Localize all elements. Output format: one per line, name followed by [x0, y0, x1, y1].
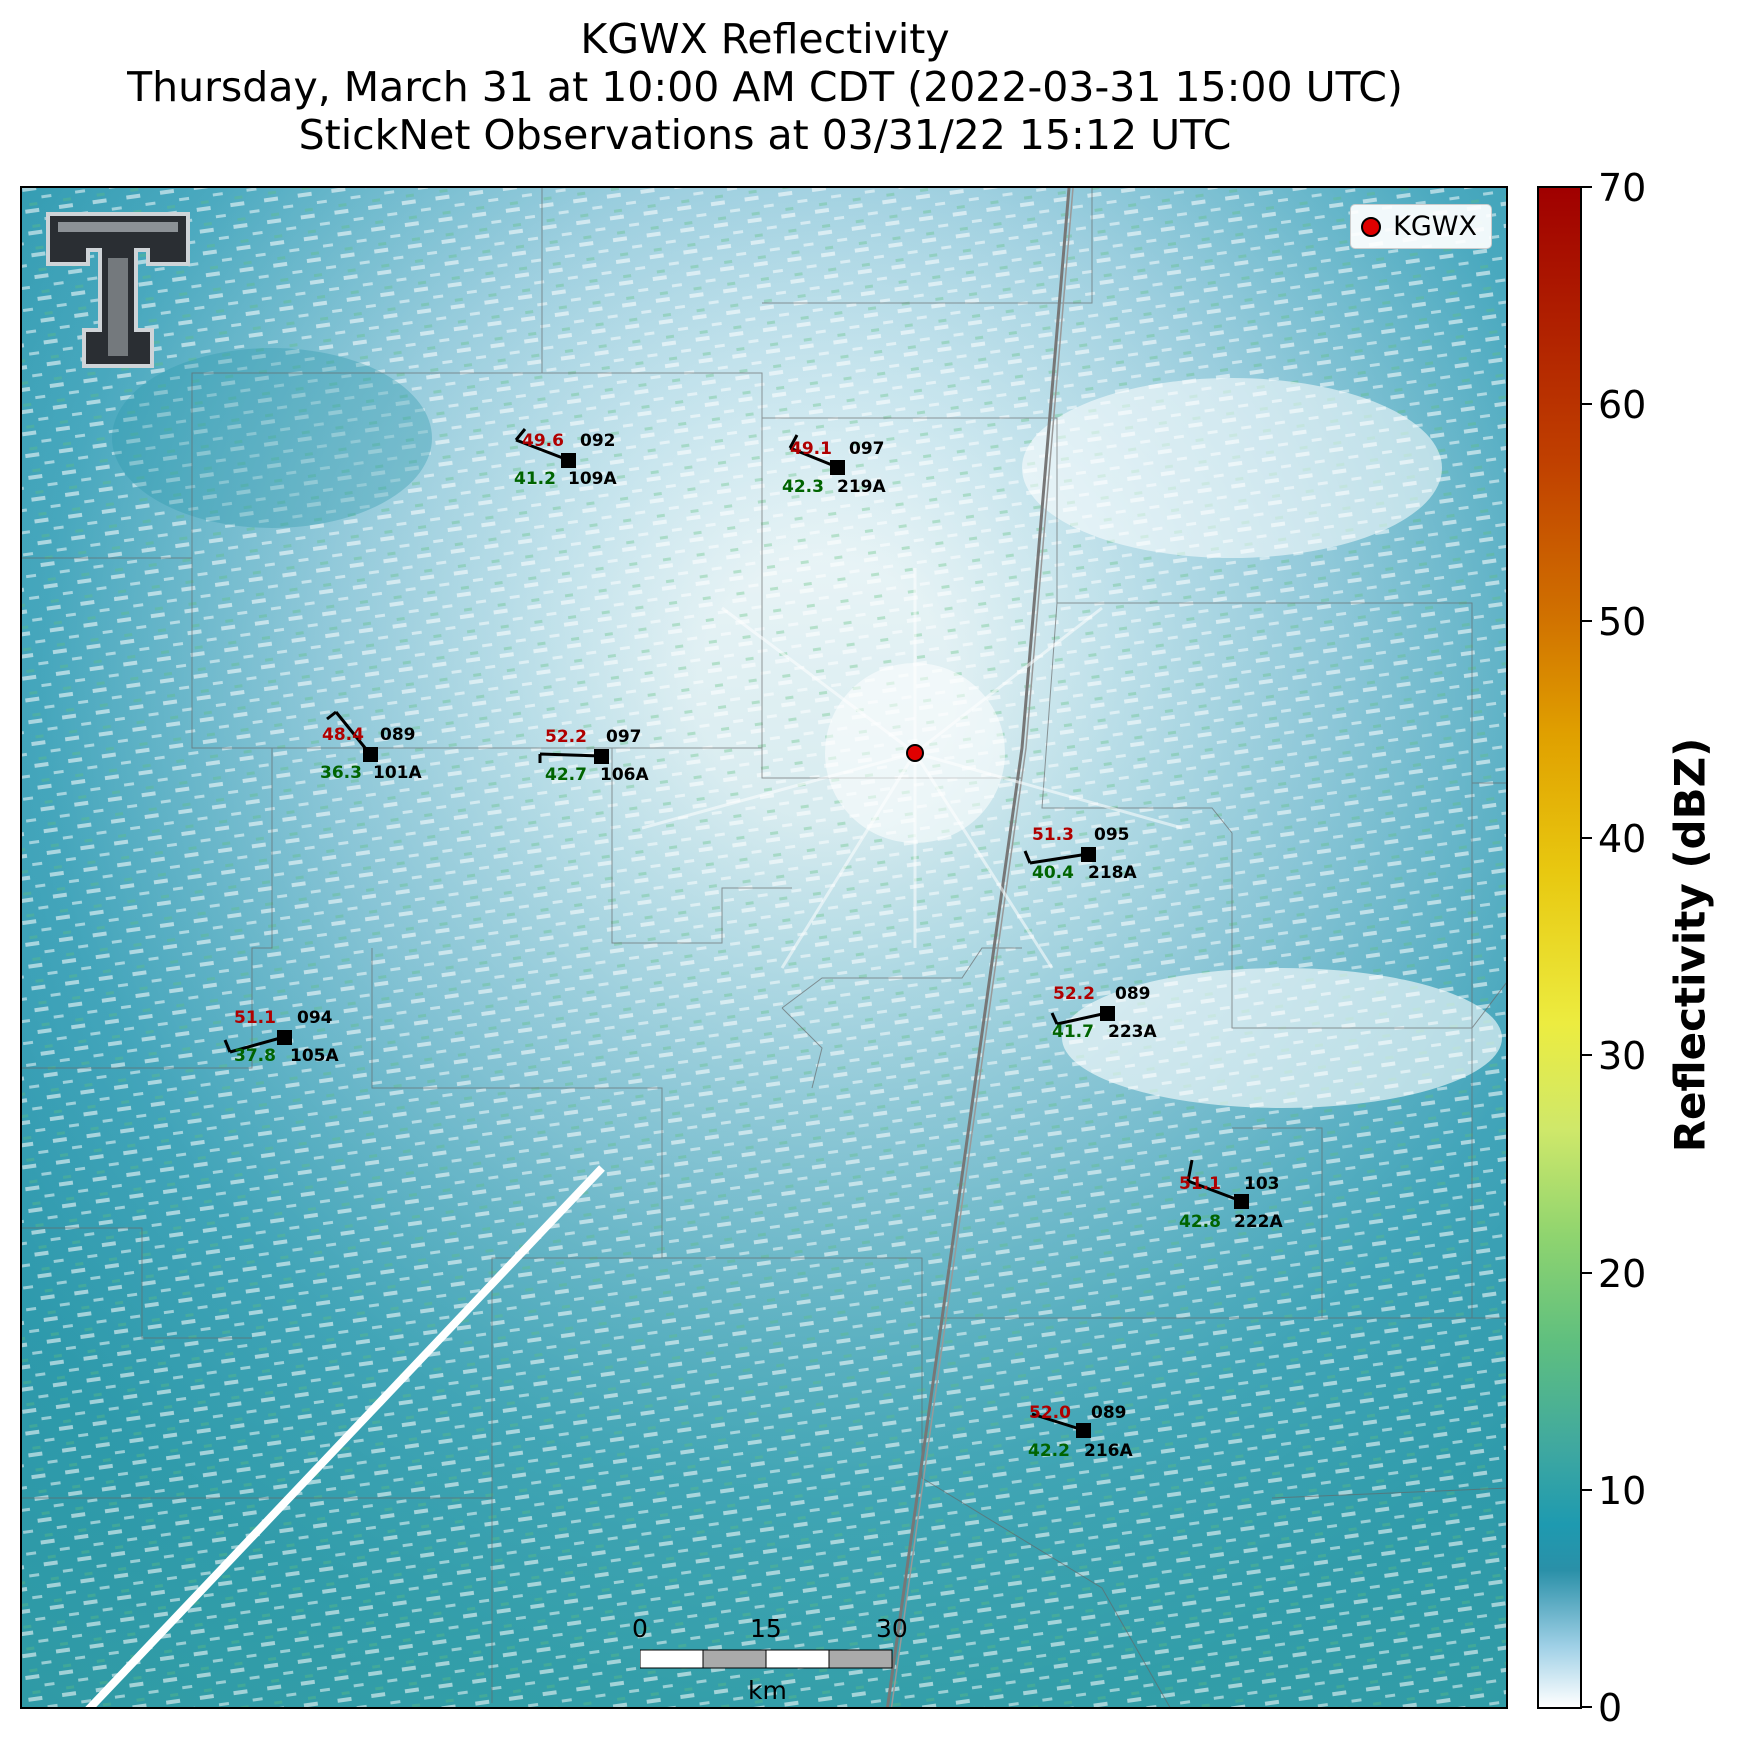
colorbar-label: 50	[1598, 600, 1647, 644]
colorbar-label: 20	[1598, 1252, 1647, 1296]
scale-label-30: 30	[876, 1614, 908, 1643]
legend-label: KGWX	[1393, 211, 1477, 242]
station-pressure: 103	[1244, 1174, 1280, 1194]
radar-map[interactable]: KGWX 49.6 092 41.2	[20, 186, 1508, 1709]
colorbar-tick	[1582, 1489, 1592, 1491]
station-id: 216A	[1084, 1441, 1133, 1461]
station-id: 223A	[1108, 1022, 1157, 1042]
colorbar-label: 0	[1598, 1686, 1623, 1730]
radar-cone-of-silence	[825, 663, 1005, 843]
station-pressure: 089	[1115, 984, 1151, 1004]
station-id: 218A	[1088, 863, 1137, 883]
station-id: 101A	[373, 763, 422, 783]
station-pressure: 089	[1091, 1403, 1127, 1423]
station-temp: 52.0	[1029, 1403, 1071, 1423]
colorbar-label: 60	[1598, 383, 1647, 427]
clear-area-e	[1062, 968, 1502, 1108]
station-dewpoint: 42.8	[1179, 1212, 1221, 1232]
highway-lines	[85, 188, 1074, 1707]
colorbar-label: 40	[1598, 817, 1647, 861]
station-dewpoint: 42.2	[1028, 1441, 1070, 1461]
colorbar-tick	[1582, 186, 1592, 188]
station-temp: 51.3	[1032, 825, 1074, 845]
colorbar-tick	[1582, 1272, 1592, 1274]
clear-area-ne	[1022, 378, 1442, 558]
colorbar-tick	[1582, 837, 1592, 839]
map-subtitle-obs: StickNet Observations at 03/31/22 15:12 …	[298, 111, 1232, 159]
scale-label-15: 15	[750, 1614, 782, 1643]
station-id: 105A	[290, 1046, 339, 1066]
station-dewpoint: 41.2	[514, 469, 556, 489]
logo	[42, 206, 194, 374]
scale-label-0: 0	[632, 1614, 648, 1643]
scale-bar-segments	[640, 1649, 893, 1669]
double-t-logo-icon	[46, 212, 190, 368]
station-temp: 52.2	[1053, 984, 1095, 1004]
station-temp: 51.1	[1179, 1174, 1221, 1194]
station-pressure: 097	[606, 727, 642, 747]
station-temp: 51.1	[234, 1008, 276, 1028]
map-subtitle-time: Thursday, March 31 at 10:00 AM CDT (2022…	[127, 63, 1403, 111]
station-id: 109A	[568, 469, 617, 489]
scale-unit: km	[748, 1676, 787, 1705]
map-title: KGWX Reflectivity	[580, 15, 950, 63]
station-pressure: 095	[1094, 825, 1130, 845]
radar-beam-blockage	[85, 1165, 605, 1707]
colorbar-tick	[1582, 1054, 1592, 1056]
colorbar-title: Reflectivity (dBZ)	[1665, 737, 1715, 1153]
station-pressure: 089	[380, 725, 416, 745]
station-dewpoint: 42.7	[545, 765, 587, 785]
station-dewpoint: 36.3	[320, 763, 362, 783]
colorbar-tick	[1582, 620, 1592, 622]
station-id: 219A	[837, 477, 886, 497]
station-dewpoint: 41.7	[1052, 1022, 1094, 1042]
station-id: 106A	[600, 765, 649, 785]
station-dewpoint: 37.8	[234, 1046, 276, 1066]
station-temp: 49.1	[790, 439, 832, 459]
station-pressure: 097	[849, 439, 885, 459]
colorbar-label: 70	[1598, 166, 1647, 210]
station-temp: 49.6	[522, 431, 564, 451]
colorbar-label: 30	[1598, 1034, 1647, 1078]
map-basemap	[22, 188, 1506, 1707]
station-temp: 48.4	[322, 725, 364, 745]
legend-marker-icon	[1361, 216, 1382, 237]
station-temp: 52.2	[545, 727, 587, 747]
station-dewpoint: 40.4	[1032, 863, 1074, 883]
colorbar	[1537, 186, 1582, 1709]
colorbar-tick	[1582, 403, 1592, 405]
station-pressure: 092	[580, 431, 616, 451]
county-boundaries	[22, 188, 1506, 1707]
colorbar-label: 10	[1598, 1469, 1647, 1513]
station-dewpoint: 42.3	[782, 477, 824, 497]
map-legend: KGWX	[1350, 204, 1492, 249]
colorbar-tick	[1582, 1706, 1592, 1708]
station-id: 222A	[1234, 1212, 1283, 1232]
echo-area-nw	[112, 348, 432, 528]
station-pressure: 094	[297, 1008, 333, 1028]
